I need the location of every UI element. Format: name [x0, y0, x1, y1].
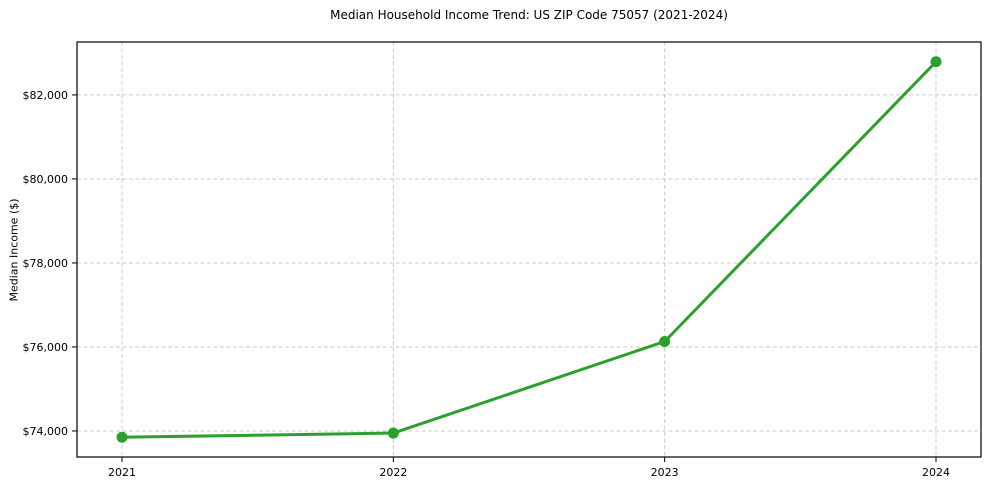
y-tick-label: $82,000	[23, 89, 69, 102]
y-tick-label: $78,000	[23, 257, 69, 270]
y-tick-label: $80,000	[23, 173, 69, 186]
income-trend-line	[120, 60, 938, 439]
chart-title: Median Household Income Trend: US ZIP Co…	[330, 8, 728, 22]
plot-border	[76, 41, 982, 458]
x-tick-label: 2023	[651, 466, 679, 479]
y-tick-label: $76,000	[23, 341, 69, 354]
y-axis-label: Median Income ($)	[7, 198, 21, 302]
data-point-marker	[116, 431, 128, 443]
x-tick-label: 2021	[108, 466, 136, 479]
x-tick-label: 2022	[379, 466, 407, 479]
data-point-marker	[659, 335, 671, 347]
data-point-marker	[387, 427, 399, 439]
y-tick-label: $74,000	[23, 425, 69, 438]
x-tick-label: 2024	[922, 466, 950, 479]
data-point-marker	[930, 56, 942, 68]
